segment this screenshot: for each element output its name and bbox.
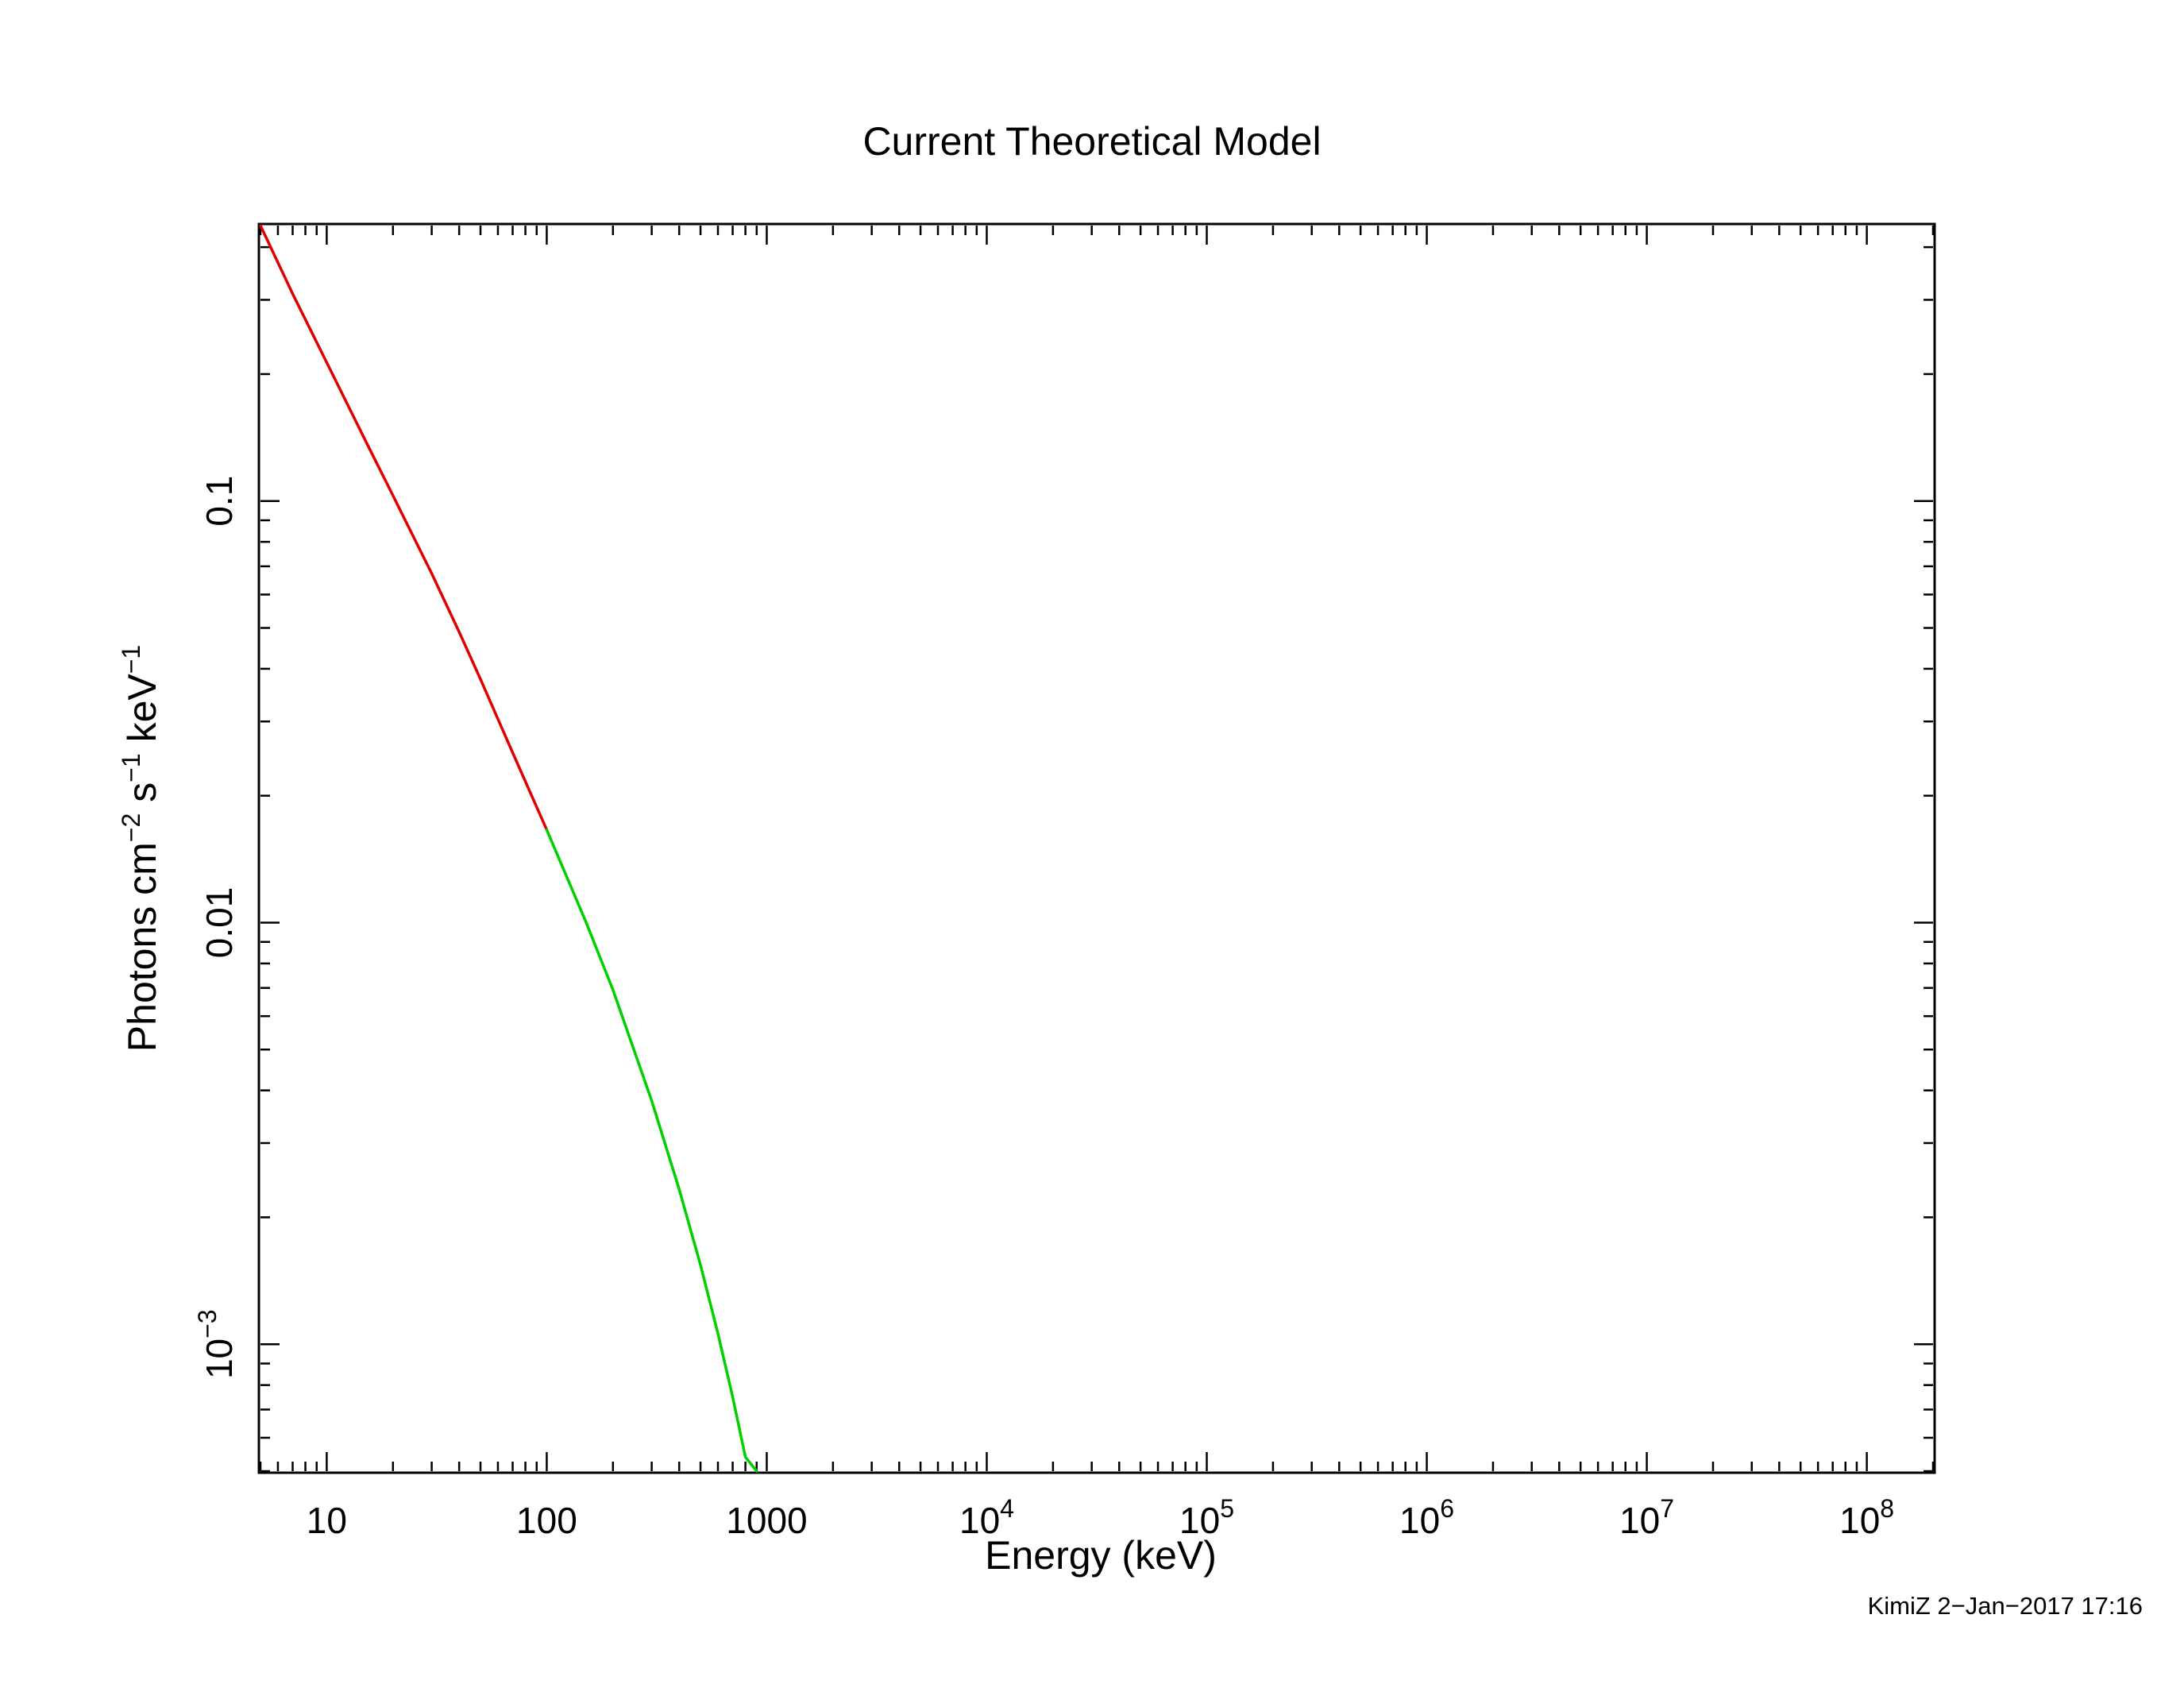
major-ticks xyxy=(260,226,1933,1471)
chart-title: Current Theoretical Model xyxy=(862,119,1321,164)
y-tick-label: 0.1 xyxy=(199,476,240,527)
series-line-1 xyxy=(259,224,549,832)
y-axis-label-base: Photons cm xyxy=(120,842,164,1052)
minor-ticks xyxy=(259,226,1935,1473)
y-axis-label-exp2: −1 xyxy=(117,753,145,782)
y-axis-label-mid1: s xyxy=(120,782,164,813)
y-tick-labels: 0.1 0.01 10−3 xyxy=(193,476,240,1379)
x-tick-label: 105 xyxy=(1179,1494,1234,1541)
x-axis-label: Energy (keV) xyxy=(985,1533,1217,1578)
x-tick-label: 1000 xyxy=(726,1500,807,1541)
plot-frame xyxy=(257,222,1936,1474)
y-axis-label-mid2: keV xyxy=(120,674,164,754)
y-axis-label-exp1: −2 xyxy=(117,813,145,842)
plot-area xyxy=(257,222,1936,1474)
series-line-2 xyxy=(545,828,758,1473)
x-tick-label: 107 xyxy=(1619,1494,1674,1541)
x-tick-label: 104 xyxy=(959,1494,1014,1541)
x-tick-label: 106 xyxy=(1399,1494,1454,1541)
y-axis-label-exp3: −1 xyxy=(117,645,145,674)
series-layer xyxy=(259,224,758,1473)
x-tick-label: 100 xyxy=(516,1500,577,1541)
x-tick-label: 108 xyxy=(1839,1494,1894,1541)
y-axis-label: Photons cm−2 s−1 keV−1 xyxy=(117,645,164,1052)
x-tick-labels: 10 100 1000 104 105 106 107 108 xyxy=(307,1494,1894,1541)
timestamp-stamp: KimiZ 2−Jan−2017 17:16 xyxy=(1868,1592,2143,1620)
y-tick-label: 10−3 xyxy=(193,1309,240,1379)
x-tick-label: 10 xyxy=(307,1500,347,1541)
y-tick-label: 0.01 xyxy=(199,887,240,959)
